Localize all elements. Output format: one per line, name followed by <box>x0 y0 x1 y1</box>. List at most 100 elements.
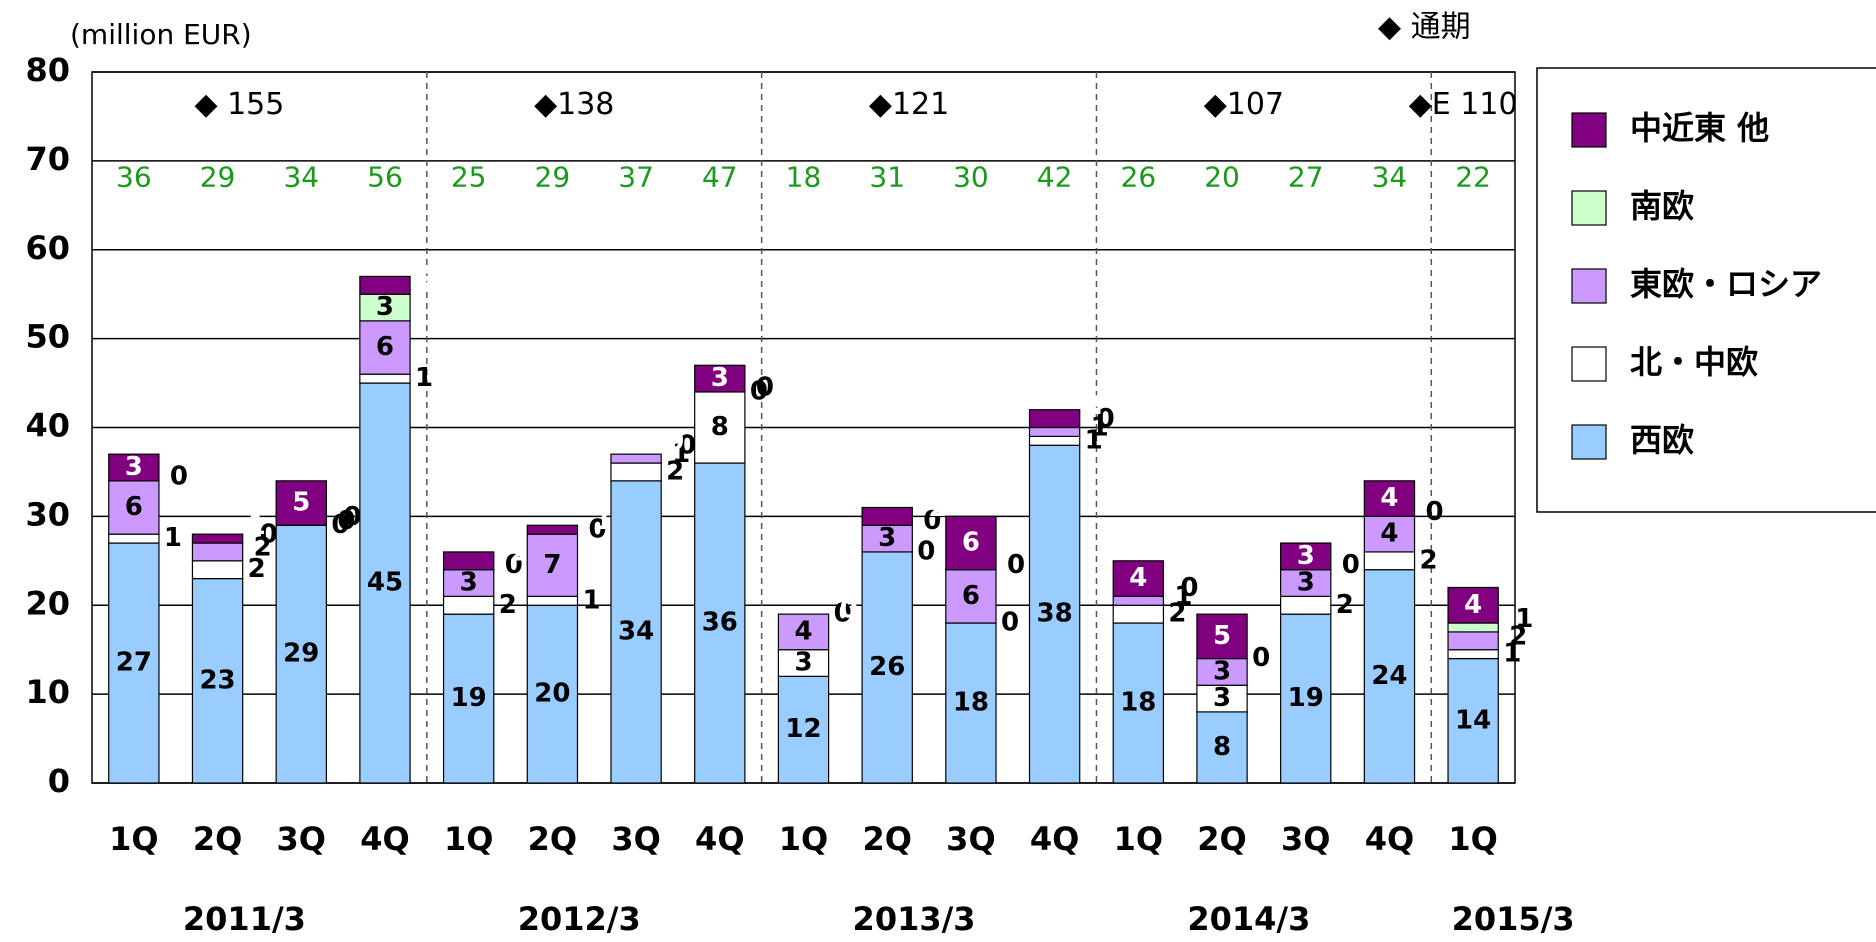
bar-segment <box>108 542 160 784</box>
value-label: 0 <box>923 506 941 536</box>
bar-segment <box>1112 595 1165 606</box>
y-tick-label: 80 <box>25 51 70 89</box>
value-label: 2 <box>248 554 266 584</box>
value-label: 8 <box>711 412 729 442</box>
value-label: 14 <box>1455 705 1491 735</box>
bar-segment <box>359 320 411 375</box>
value-label: 23 <box>199 665 235 695</box>
value-label: 1 <box>1503 639 1521 669</box>
value-label: 38 <box>1037 599 1073 629</box>
quarter-total: 29 <box>200 161 236 194</box>
quarter-total: 42 <box>1037 161 1073 194</box>
x-tick-label: 2Q <box>862 820 911 858</box>
value-label: 1 <box>1085 425 1103 455</box>
bar-segment <box>1447 657 1499 784</box>
quarter-total: 27 <box>1288 161 1324 194</box>
value-label: 1 <box>672 439 690 469</box>
bar-segment <box>191 560 244 580</box>
bar-segment <box>1196 613 1248 660</box>
value-label: 0 <box>337 506 355 536</box>
fiscal-year-label: 2012/3 <box>518 900 641 938</box>
value-label: 2 <box>511 537 529 567</box>
bar-segment <box>108 453 160 482</box>
value-label: 0 <box>1426 497 1444 527</box>
value-label: 3 <box>711 363 729 393</box>
x-tick-label: 4Q <box>360 820 409 858</box>
x-tick-label: 2Q <box>1197 820 1246 858</box>
bar-segment <box>191 533 244 544</box>
bar-segment <box>275 480 327 526</box>
fiscal-year-label: 2015/3 <box>1452 900 1575 938</box>
quarter-total: 37 <box>618 161 654 194</box>
quarter-total: 34 <box>283 161 319 194</box>
bar-segment <box>777 613 830 651</box>
value-label: 3 <box>794 648 812 678</box>
y-tick-label: 10 <box>25 673 70 711</box>
value-label: 4 <box>1129 563 1147 593</box>
value-label: 0 <box>840 595 858 625</box>
bar-segment <box>1280 595 1332 615</box>
bar-segment <box>777 675 830 784</box>
value-label: 1 <box>594 506 612 536</box>
value-label: 2 <box>254 532 272 562</box>
value-label: 0 <box>1097 404 1115 434</box>
bar-segment <box>1028 426 1081 437</box>
quarter-total: 30 <box>953 161 989 194</box>
quarter-total: 47 <box>702 161 738 194</box>
legend-label: 中近東 他 <box>1630 109 1769 147</box>
y-tick-label: 70 <box>25 140 70 178</box>
bar-segment <box>442 595 495 615</box>
value-label: 18 <box>953 688 989 718</box>
bar-segment <box>1447 622 1499 633</box>
bar-segment <box>526 604 579 784</box>
bar-segment <box>945 515 997 571</box>
legend-swatch <box>1571 268 1607 304</box>
legend-label: 南欧 <box>1630 187 1694 225</box>
bar-segment <box>1028 409 1081 429</box>
annual-total: ◆E 110 <box>1409 87 1518 122</box>
value-label: 1 <box>1091 412 1109 442</box>
bar-segment <box>359 382 411 784</box>
legend-label: 西欧 <box>1630 421 1694 459</box>
bar-segment <box>610 462 662 482</box>
value-label: 7 <box>543 550 561 580</box>
value-label: 34 <box>618 616 654 646</box>
fiscal-year-label: 2013/3 <box>853 900 976 938</box>
value-label: 1 <box>582 585 600 615</box>
legend-label: 北・中欧 <box>1630 343 1758 381</box>
bar-segment <box>1196 711 1248 784</box>
x-tick-label: 4Q <box>695 820 744 858</box>
bar-segment <box>1028 444 1081 784</box>
value-label: 3 <box>376 292 394 322</box>
value-label: 8 <box>1213 732 1231 762</box>
x-tick-label: 4Q <box>1030 820 1079 858</box>
quarter-total: 56 <box>367 161 403 194</box>
value-label: 2 <box>1420 545 1438 575</box>
value-label: 0 <box>834 599 852 629</box>
value-label: 2 <box>421 266 439 296</box>
x-tick-label: 2Q <box>528 820 577 858</box>
legend-swatch <box>1571 346 1607 382</box>
x-tick-label: 1Q <box>1448 820 1497 858</box>
value-label: 0 <box>1007 550 1025 580</box>
bar-segment <box>1447 586 1499 624</box>
value-label: 1 <box>248 511 266 541</box>
value-label: 19 <box>451 683 487 713</box>
value-label: 0 <box>505 550 523 580</box>
value-label: 18 <box>1120 688 1156 718</box>
bar-segment <box>108 533 160 544</box>
value-label: 3 <box>1213 683 1231 713</box>
value-label: 2 <box>1509 621 1527 651</box>
bar-segment <box>442 613 495 784</box>
value-label: 1 <box>415 363 433 393</box>
bar-segment <box>694 364 746 393</box>
x-tick-label: 1Q <box>109 820 158 858</box>
quarter-total: 25 <box>451 161 487 194</box>
x-tick-label: 1Q <box>779 820 828 858</box>
bar-segment <box>526 524 579 535</box>
bar-segment <box>610 453 662 464</box>
value-label: 6 <box>962 528 980 558</box>
y-tick-label: 50 <box>25 318 70 356</box>
quarter-total: 31 <box>869 161 905 194</box>
value-label: 4 <box>1380 519 1398 549</box>
